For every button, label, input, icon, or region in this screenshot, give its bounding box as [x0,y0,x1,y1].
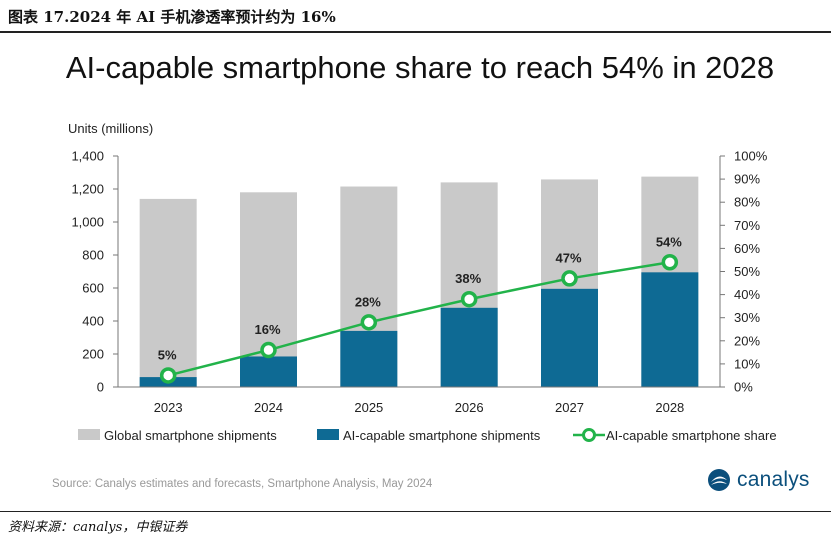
y2-tick-label: 0% [734,380,753,395]
bar-ai-shipments [440,307,498,387]
canalys-logo: canalys [707,466,810,494]
y-tick-label: 1,400 [71,149,104,164]
share-line [167,261,671,377]
share-data-label: 28% [355,294,381,309]
x-tick-label: 2026 [455,400,484,415]
y2-tick-label: 30% [734,310,760,325]
x-tick-label: 2028 [655,400,684,415]
figure-caption: 图表 17.2024 年 AI 手机渗透率预计约为 16% [8,8,336,26]
y2-tick-label: 50% [734,264,760,279]
y-tick-label: 1,000 [71,215,104,230]
y-tick-label: 200 [82,347,104,362]
bar-ai-shipments [340,330,398,387]
x-tick-label: 2023 [154,400,183,415]
bottom-rule [0,511,831,512]
canalys-wordmark: canalys [737,468,810,491]
legend-swatch-ai [317,429,339,440]
y-tick-label: 800 [82,248,104,263]
source-note: 资料来源：canalys，中银证券 [8,520,188,535]
share-data-label: 47% [555,250,581,265]
share-data-label: 38% [455,271,481,286]
bar-ai-shipments [541,288,598,387]
y2-tick-label: 10% [734,356,760,371]
bar-ai-shipments [240,356,297,387]
y2-tick-label: 100% [734,149,768,164]
share-data-label: 5% [158,347,177,362]
y2-tick-label: 90% [734,172,760,187]
share-point [260,341,277,359]
y-tick-label: 600 [82,281,104,296]
chart-title: AI-capable smartphone share to reach 54%… [66,50,774,85]
bar-ai-shipments [641,272,699,387]
legend-swatch-global [78,429,100,440]
legend-label-global: Global smartphone shipments [104,428,277,443]
chart: AI-capable smartphone share to reach 54%… [52,50,777,490]
y2-tick-label: 80% [734,195,760,210]
top-rule [0,31,831,33]
share-point [360,314,378,331]
y2-tick-label: 70% [734,218,760,233]
y2-tick-label: 60% [734,241,760,256]
canalys-mark-icon [708,469,730,491]
legend-label-share: AI-capable smartphone share [606,428,777,443]
y-tick-label: 400 [82,314,104,329]
y-tick-label: 0 [97,380,104,395]
y2-tick-label: 20% [734,333,760,348]
x-tick-label: 2024 [254,400,283,415]
legend-marker-share [582,428,596,442]
share-point [561,270,578,287]
source-line: Source: Canalys estimates and forecasts,… [52,478,433,490]
x-tick-label: 2027 [555,400,584,415]
share-point [460,290,478,308]
x-tick-label: 2025 [354,400,383,415]
bar-global-shipments [139,198,197,387]
y-tick-label: 1,200 [71,182,104,197]
legend-label-ai: AI-capable smartphone shipments [343,428,541,443]
share-point [159,367,177,384]
share-data-label: 54% [656,234,682,249]
share-data-label: 16% [254,322,280,337]
share-point [661,254,679,271]
y2-tick-label: 40% [734,287,760,302]
y-axis-label: Units (millions) [68,121,153,136]
